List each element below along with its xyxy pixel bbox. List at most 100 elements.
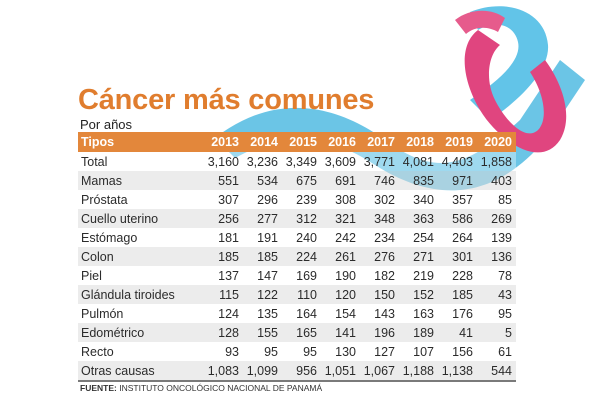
table-cell: 956 bbox=[282, 361, 321, 382]
column-header-2013: 2013 bbox=[204, 132, 243, 152]
table-cell: 43 bbox=[477, 285, 516, 304]
table-cell: 1,067 bbox=[360, 361, 399, 382]
table-cell: 835 bbox=[399, 171, 438, 190]
table-cell: 110 bbox=[282, 285, 321, 304]
table-cell: 135 bbox=[243, 304, 282, 323]
row-label: Mamas bbox=[78, 171, 204, 190]
table-cell: 312 bbox=[282, 209, 321, 228]
column-header-2017: 2017 bbox=[360, 132, 399, 152]
table-row: Pulmón 124 135 164 154 143 163 176 95 bbox=[78, 304, 516, 323]
table-cell: 239 bbox=[282, 190, 321, 209]
table-cell: 156 bbox=[438, 342, 477, 361]
table-cell: 1,858 bbox=[477, 152, 516, 171]
column-header-tipos: Tipos bbox=[78, 132, 204, 152]
table-cell: 3,236 bbox=[243, 152, 282, 171]
table-cell: 143 bbox=[360, 304, 399, 323]
table-cell: 139 bbox=[477, 228, 516, 247]
row-label: Edométrico bbox=[78, 323, 204, 342]
table-cell: 5 bbox=[477, 323, 516, 342]
table-cell: 3,349 bbox=[282, 152, 321, 171]
row-label: Piel bbox=[78, 266, 204, 285]
table-cell: 147 bbox=[243, 266, 282, 285]
table-cell: 95 bbox=[243, 342, 282, 361]
table-cell: 137 bbox=[204, 266, 243, 285]
table-cell: 3,771 bbox=[360, 152, 399, 171]
table-row: Mamas 551 534 675 691 746 835 971 403 bbox=[78, 171, 516, 190]
table-body: Total 3,160 3,236 3,349 3,609 3,771 4,081 4,403… bbox=[78, 152, 516, 382]
source-text: INSTITUTO ONCOLÓGICO NACIONAL DE PANAMÁ bbox=[119, 383, 323, 393]
table-cell: 308 bbox=[321, 190, 360, 209]
column-header-2015: 2015 bbox=[282, 132, 321, 152]
table-cell: 163 bbox=[399, 304, 438, 323]
table-cell: 130 bbox=[321, 342, 360, 361]
table-cell: 124 bbox=[204, 304, 243, 323]
table-row: Piel 137 147 169 190 182 219 228 78 bbox=[78, 266, 516, 285]
table-cell: 321 bbox=[321, 209, 360, 228]
table-cell: 1,083 bbox=[204, 361, 243, 382]
table-cell: 234 bbox=[360, 228, 399, 247]
table-cell: 228 bbox=[438, 266, 477, 285]
table-cell: 181 bbox=[204, 228, 243, 247]
table-cell: 551 bbox=[204, 171, 243, 190]
table-cell: 264 bbox=[438, 228, 477, 247]
table-cell: 348 bbox=[360, 209, 399, 228]
table-cell: 191 bbox=[243, 228, 282, 247]
table-cell: 176 bbox=[438, 304, 477, 323]
row-label: Próstata bbox=[78, 190, 204, 209]
table-cell: 3,160 bbox=[204, 152, 243, 171]
table-cell: 357 bbox=[438, 190, 477, 209]
table-row: Colon 185 185 224 261 276 271 301 136 bbox=[78, 247, 516, 266]
table-cell: 1,138 bbox=[438, 361, 477, 382]
table-cell: 93 bbox=[204, 342, 243, 361]
table-cell: 128 bbox=[204, 323, 243, 342]
table-cell: 1,051 bbox=[321, 361, 360, 382]
row-label: Glándula tiroides bbox=[78, 285, 204, 304]
table-row: Otras causas 1,083 1,099 956 1,051 1,067 1,188… bbox=[78, 361, 516, 382]
table-cell: 185 bbox=[204, 247, 243, 266]
table-cell: 164 bbox=[282, 304, 321, 323]
column-header-2014: 2014 bbox=[243, 132, 282, 152]
table-cell: 302 bbox=[360, 190, 399, 209]
table-cell: 85 bbox=[477, 190, 516, 209]
table-cell: 307 bbox=[204, 190, 243, 209]
table-cell: 1,099 bbox=[243, 361, 282, 382]
column-header-2019: 2019 bbox=[438, 132, 477, 152]
table-cell: 189 bbox=[399, 323, 438, 342]
table-cell: 277 bbox=[243, 209, 282, 228]
table-cell: 261 bbox=[321, 247, 360, 266]
table-cell: 115 bbox=[204, 285, 243, 304]
table-cell: 240 bbox=[282, 228, 321, 247]
table-row: Recto 93 95 95 130 127 107 156 61 bbox=[78, 342, 516, 361]
row-label: Otras causas bbox=[78, 361, 204, 382]
table-cell: 107 bbox=[399, 342, 438, 361]
table-cell: 182 bbox=[360, 266, 399, 285]
table-cell: 269 bbox=[477, 209, 516, 228]
table-cell: 169 bbox=[282, 266, 321, 285]
table-cell: 127 bbox=[360, 342, 399, 361]
table-cell: 256 bbox=[204, 209, 243, 228]
row-label: Recto bbox=[78, 342, 204, 361]
table-cell: 185 bbox=[243, 247, 282, 266]
table-cell: 196 bbox=[360, 323, 399, 342]
table-cell: 544 bbox=[477, 361, 516, 382]
table-cell: 403 bbox=[477, 171, 516, 190]
source-note: FUENTE: INSTITUTO ONCOLÓGICO NACIONAL DE… bbox=[80, 383, 322, 393]
table-cell: 4,403 bbox=[438, 152, 477, 171]
page-subtitle: Por años bbox=[80, 117, 133, 132]
table-cell: 61 bbox=[477, 342, 516, 361]
row-label: Cuello uterino bbox=[78, 209, 204, 228]
page-title: Cáncer más comunes bbox=[78, 84, 375, 116]
row-label: Estómago bbox=[78, 228, 204, 247]
table-cell: 363 bbox=[399, 209, 438, 228]
column-header-2016: 2016 bbox=[321, 132, 360, 152]
table-cell: 534 bbox=[243, 171, 282, 190]
table-cell: 150 bbox=[360, 285, 399, 304]
table-cell: 271 bbox=[399, 247, 438, 266]
table-cell: 296 bbox=[243, 190, 282, 209]
table-cell: 1,188 bbox=[399, 361, 438, 382]
table-cell: 120 bbox=[321, 285, 360, 304]
table-row: Cuello uterino 256 277 312 321 348 363 586 269 bbox=[78, 209, 516, 228]
table-cell: 141 bbox=[321, 323, 360, 342]
table-cell: 185 bbox=[438, 285, 477, 304]
source-label: FUENTE: bbox=[80, 383, 117, 393]
